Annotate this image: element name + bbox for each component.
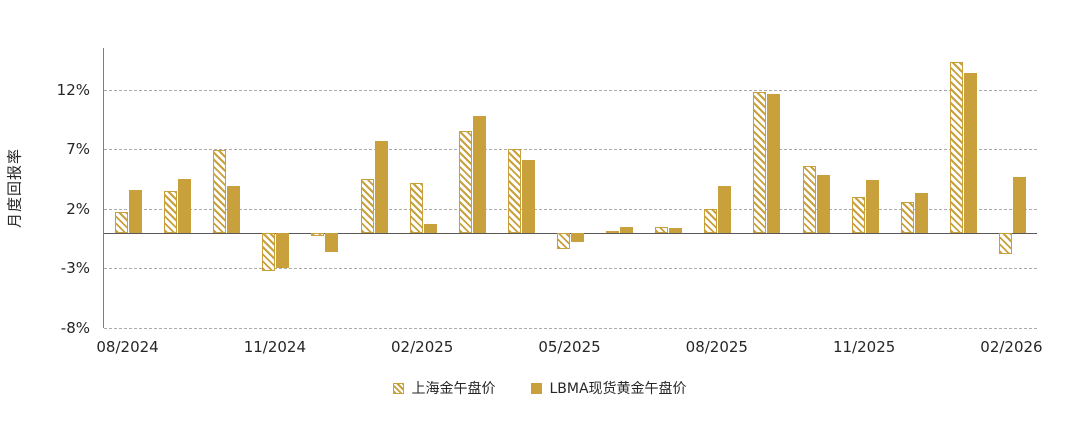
gridline	[104, 268, 1037, 270]
bar-series0-03/2025	[458, 131, 472, 233]
y-axis-title: 月度回报率	[5, 147, 24, 229]
bar-series0-01/2025	[360, 179, 374, 233]
gridline	[104, 208, 1037, 210]
legend-swatch-solid-icon	[531, 382, 543, 394]
bar-series1-08/2024	[129, 189, 143, 233]
bar-series1-03/2025	[472, 115, 486, 233]
bar-series1-01/2025	[374, 140, 388, 233]
legend-item-lbma-gold: LBMA现货黄金午盘价	[531, 378, 687, 398]
bar-series1-09/2025	[767, 94, 781, 233]
gridline	[104, 328, 1037, 329]
gridline	[104, 149, 1037, 151]
zero-axis-line	[104, 232, 1037, 234]
bar-series0-12/2025	[900, 201, 914, 233]
bar-series1-11/2024	[276, 232, 290, 269]
bar-series0-02/2025	[409, 182, 423, 233]
bar-series0-01/2026	[949, 62, 963, 233]
gridline	[104, 89, 1037, 91]
bar-series1-10/2025	[816, 175, 830, 233]
bar-series1-08/2025	[718, 186, 732, 233]
bar-series0-12/2024	[311, 232, 325, 237]
x-tick-label: 02/2025	[391, 338, 454, 356]
bar-series0-09/2025	[753, 92, 767, 233]
x-tick-label: 08/2025	[685, 338, 748, 356]
plot-area	[103, 48, 1037, 329]
bar-series0-10/2024	[213, 150, 227, 233]
bar-series1-12/2025	[914, 193, 928, 233]
y-tick-label: -8%	[60, 319, 90, 337]
bar-series1-06/2025	[620, 226, 634, 233]
bar-series1-11/2025	[865, 180, 879, 233]
bar-series0-08/2024	[115, 212, 129, 233]
bar-series0-11/2025	[851, 196, 865, 233]
y-axis-tick-labels: -8% -3% 2% 7% 12%	[40, 48, 98, 337]
y-tick-label: 2%	[66, 199, 90, 218]
bar-series0-06/2025	[606, 231, 620, 234]
legend-item-shanghai-gold: 上海金午盘价	[393, 378, 495, 398]
y-tick-label: 7%	[66, 140, 90, 159]
bar-series1-07/2025	[669, 227, 683, 233]
bar-series0-11/2024	[262, 232, 276, 271]
y-tick-label: -3%	[60, 259, 90, 278]
bar-series1-09/2024	[178, 179, 192, 233]
bar-series1-02/2026	[1012, 176, 1026, 233]
bar-series0-05/2025	[557, 232, 570, 250]
legend-swatch-hatched-icon	[393, 382, 405, 394]
x-tick-label: 02/2026	[980, 338, 1043, 356]
bar-series1-04/2025	[521, 160, 535, 233]
bar-series0-09/2024	[164, 190, 178, 233]
legend-label-shanghai-gold: 上海金午盘价	[411, 381, 496, 397]
y-tick-label: 12%	[56, 80, 90, 99]
chart-legend: 上海金午盘价 LBMA现货黄金午盘价	[0, 378, 1080, 398]
bar-series0-07/2025	[655, 226, 669, 233]
bar-series1-02/2025	[423, 224, 437, 233]
x-tick-label: 08/2024	[96, 338, 159, 356]
x-axis-tick-labels: 08/2024 11/2024 02/2025 05/2025 08/2025 11/20…	[96, 338, 1042, 360]
x-tick-label: 11/2024	[243, 338, 307, 356]
legend-label-lbma-gold: LBMA现货黄金午盘价	[549, 381, 687, 397]
bar-series0-10/2025	[802, 165, 816, 233]
bar-series0-02/2026	[998, 232, 1012, 255]
bar-series0-08/2025	[704, 208, 718, 233]
bar-series1-01/2026	[963, 73, 977, 233]
bar-series1-05/2025	[571, 232, 584, 243]
bar-series1-12/2024	[325, 232, 339, 252]
x-tick-label: 11/2025	[832, 338, 896, 356]
bar-series0-04/2025	[507, 149, 521, 233]
bar-series1-10/2024	[227, 186, 241, 233]
x-tick-label: 05/2025	[538, 338, 601, 356]
